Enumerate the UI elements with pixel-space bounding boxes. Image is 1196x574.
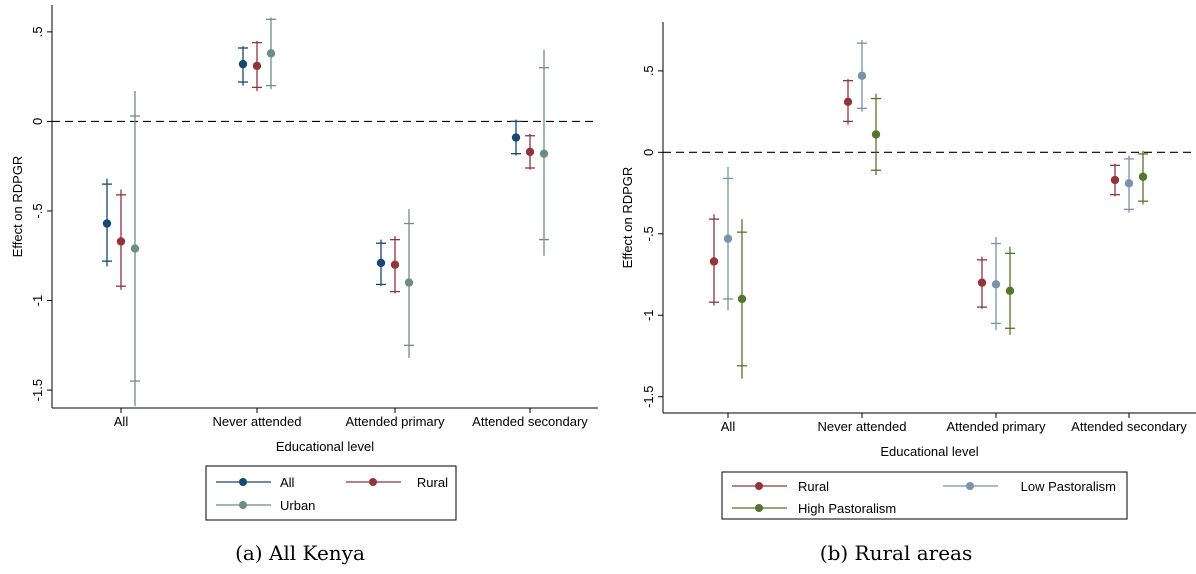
x-tick-label: All [114, 414, 129, 429]
x-tick-label: Attended primary [947, 419, 1046, 434]
legend: Rural Low Pastoralism High Pastoralism [721, 471, 1128, 520]
legend-marker [239, 501, 247, 509]
point-estimate [390, 260, 400, 269]
legend: All Rural Urban [205, 465, 457, 521]
panel-a: .5 0 -.5 -1 -1.5 All Never attended Attended pr… [10, 5, 598, 565]
x-tick-label: Never attended [213, 414, 302, 429]
point-estimate [857, 71, 867, 80]
legend-marker [369, 478, 377, 486]
y-tick-label: -1.5 [30, 379, 45, 401]
series-rural [116, 40, 535, 294]
point-estimate [1005, 286, 1015, 296]
point-estimate [723, 234, 733, 243]
point-estimate [977, 278, 987, 287]
point-estimate [238, 59, 248, 69]
point-estimate [376, 258, 386, 268]
legend-marker [755, 504, 763, 512]
point-estimate [737, 294, 747, 304]
series-all [102, 46, 521, 287]
y-tick-label: 0 [641, 149, 656, 156]
series-rural [709, 79, 1120, 309]
point-estimate [130, 244, 140, 253]
legend-label: High Pastoralism [798, 501, 896, 516]
y-tick-label: -1 [641, 309, 656, 321]
y-tick-label: .5 [30, 26, 45, 37]
point-estimate [1138, 172, 1148, 181]
panel-caption: (b) Rural areas [820, 541, 972, 565]
legend-label: Low Pastoralism [1021, 479, 1116, 494]
y-axis-title: Effect on RDPGR [10, 156, 25, 258]
point-estimate [252, 61, 262, 71]
point-estimate [843, 97, 853, 107]
y-tick-label: -.5 [641, 226, 656, 241]
y-axis-title: Effect on RDPGR [620, 167, 635, 269]
x-tick-label: Attended primary [346, 414, 445, 429]
legend-marker [239, 478, 247, 486]
legend-box [205, 465, 457, 521]
x-tick-label: Never attended [818, 419, 907, 434]
series-high-pastoralism [737, 93, 1148, 379]
legend-label: All [280, 475, 295, 490]
y-tick-label: .5 [641, 65, 656, 76]
point-estimate [1124, 179, 1134, 188]
x-axis-title: Educational level [880, 444, 978, 459]
y-tick-label: -1 [30, 295, 45, 307]
legend-label: Rural [417, 475, 448, 490]
point-estimate [1110, 175, 1120, 185]
legend-label: Rural [798, 479, 829, 494]
point-estimate [709, 257, 719, 266]
point-estimate [871, 130, 881, 139]
point-estimate [102, 219, 112, 228]
point-estimate [991, 280, 1001, 289]
legend-box [721, 471, 1128, 520]
y-tick-label: -1.5 [641, 386, 656, 408]
y-tick-label: 0 [30, 118, 45, 125]
y-tick-label: -.5 [30, 203, 45, 218]
x-tick-label: All [721, 419, 736, 434]
point-estimate [525, 147, 535, 157]
panel-b: .5 0 -.5 -1 -1.5 All Never attended Attended pr… [620, 22, 1196, 565]
legend-marker [966, 482, 974, 490]
series-urban [130, 17, 549, 407]
point-estimate [511, 133, 521, 142]
series-low-pastoralism [723, 39, 1134, 330]
point-estimate [539, 149, 549, 158]
x-axis-title: Educational level [276, 439, 374, 454]
panel-caption: (a) All Kenya [235, 541, 365, 565]
point-estimate [116, 237, 126, 246]
x-tick-label: Attended secondary [1071, 419, 1187, 434]
x-tick-label: Attended secondary [472, 414, 588, 429]
point-estimate [266, 49, 276, 58]
legend-label: Urban [280, 498, 315, 513]
point-estimate [404, 278, 414, 287]
legend-marker [755, 482, 763, 490]
